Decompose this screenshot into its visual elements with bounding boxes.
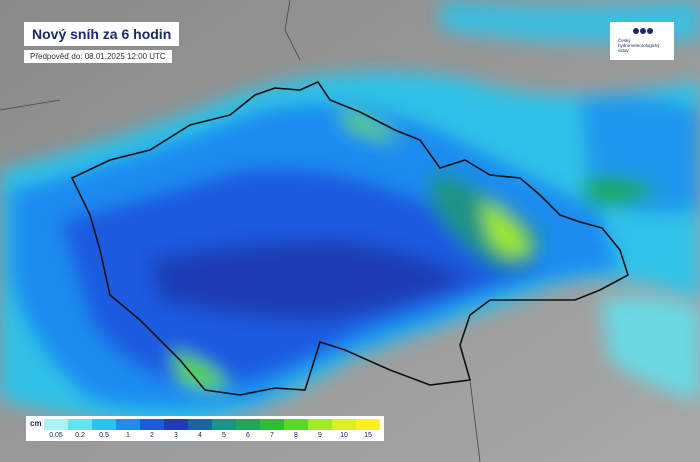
legend-swatch <box>284 419 308 430</box>
logo-mark <box>633 28 653 34</box>
legend-item: 7 <box>260 419 284 439</box>
legend-item: 5 <box>212 419 236 439</box>
legend-swatch <box>140 419 164 430</box>
legend-label: 0.5 <box>99 432 109 439</box>
legend-label: 10 <box>340 432 348 439</box>
legend-swatch <box>236 419 260 430</box>
legend-swatch <box>260 419 284 430</box>
logo-text: Český hydrometeorologický ústav <box>618 38 660 53</box>
legend-label: 2 <box>150 432 154 439</box>
legend-swatch <box>116 419 140 430</box>
neighbor-border <box>0 0 481 462</box>
legend-item: 6 <box>236 419 260 439</box>
legend-item: 8 <box>284 419 308 439</box>
legend-swatch <box>68 419 92 430</box>
subtitle: Předpověď do: 08.01.2025 12:00 UTC <box>24 50 172 63</box>
logo: Český hydrometeorologický ústav <box>610 22 674 60</box>
legend-swatch <box>308 419 332 430</box>
legend-label: 4 <box>198 432 202 439</box>
legend-label: 3 <box>174 432 178 439</box>
country-border <box>70 80 629 396</box>
legend-label: 5 <box>222 432 226 439</box>
legend-label: 9 <box>318 432 322 439</box>
legend-swatch <box>44 419 68 430</box>
legend-item: 4 <box>188 419 212 439</box>
legend-item: 0.2 <box>68 419 92 439</box>
legend-label: 7 <box>270 432 274 439</box>
legend-label: 0.2 <box>75 432 85 439</box>
snow-field <box>0 0 700 430</box>
legend-swatch <box>356 419 380 430</box>
legend-label: 15 <box>364 432 372 439</box>
legend-label: 6 <box>246 432 250 439</box>
legend-swatch <box>188 419 212 430</box>
legend-label: 0.05 <box>49 432 63 439</box>
legend-label: 1 <box>126 432 130 439</box>
legend-item: 3 <box>164 419 188 439</box>
legend-item: 2 <box>140 419 164 439</box>
legend-swatch <box>92 419 116 430</box>
legend-item: 9 <box>308 419 332 439</box>
legend-label: 8 <box>294 432 298 439</box>
legend-item: 10 <box>332 419 356 439</box>
legend: cm 0.05 0.2 0.5 1 2 3 4 5 6 7 8 9 10 15 <box>26 416 384 441</box>
legend-item: 1 <box>116 419 140 439</box>
legend-swatch <box>332 419 356 430</box>
legend-item: 15 <box>356 419 380 439</box>
legend-unit: cm <box>30 419 42 428</box>
legend-swatch <box>164 419 188 430</box>
legend-swatch <box>212 419 236 430</box>
legend-item: 0.5 <box>92 419 116 439</box>
title: Nový sníh za 6 hodin <box>24 22 180 46</box>
legend-item: 0.05 <box>44 419 68 439</box>
